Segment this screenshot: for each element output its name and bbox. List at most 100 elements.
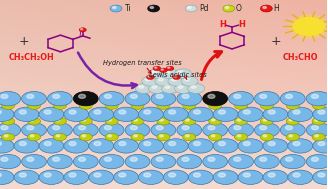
Circle shape [1,126,8,130]
Circle shape [260,157,267,161]
Circle shape [306,154,328,169]
Circle shape [108,135,112,137]
Circle shape [289,103,293,105]
Circle shape [0,107,14,122]
Text: O: O [236,4,242,13]
Circle shape [2,133,15,141]
Circle shape [288,170,313,184]
Circle shape [234,94,241,98]
Circle shape [183,102,196,109]
Circle shape [289,135,293,137]
Circle shape [48,91,72,106]
Circle shape [155,76,172,86]
Circle shape [53,133,67,141]
Circle shape [125,91,150,106]
Circle shape [174,69,192,79]
Text: +: + [271,35,281,48]
Circle shape [27,126,34,130]
Text: H: H [274,4,279,13]
Circle shape [39,107,64,122]
Circle shape [44,110,51,114]
Circle shape [0,173,1,177]
Circle shape [105,102,118,109]
FancyArrowPatch shape [201,52,221,80]
Circle shape [286,133,299,141]
Circle shape [152,71,157,74]
Circle shape [243,110,250,114]
Circle shape [209,133,222,141]
Text: CH₃CHO: CH₃CHO [283,53,318,62]
Circle shape [73,154,98,169]
Circle shape [144,173,151,177]
Circle shape [177,91,202,106]
Circle shape [306,91,328,106]
Circle shape [0,139,14,153]
Circle shape [138,170,163,184]
Circle shape [260,94,267,98]
Circle shape [30,135,34,137]
Circle shape [148,76,150,77]
Circle shape [53,117,67,125]
Circle shape [0,123,21,137]
Circle shape [182,126,189,130]
Circle shape [178,71,183,74]
Circle shape [243,173,250,177]
Circle shape [48,123,72,137]
Circle shape [14,107,39,122]
Circle shape [53,94,60,98]
Circle shape [4,135,8,137]
Circle shape [211,119,215,121]
Circle shape [178,86,183,88]
Circle shape [186,135,189,137]
Circle shape [130,94,137,98]
Circle shape [312,117,325,125]
Circle shape [286,117,299,125]
Circle shape [148,84,165,93]
FancyArrowPatch shape [78,53,137,88]
Circle shape [235,117,248,125]
Circle shape [105,117,118,125]
Circle shape [280,123,305,137]
Circle shape [263,6,266,9]
Circle shape [312,133,325,141]
Circle shape [255,123,279,137]
Circle shape [152,86,157,88]
Circle shape [203,154,228,169]
Circle shape [73,91,98,106]
Text: Lewis acidic sites: Lewis acidic sites [149,72,207,78]
Circle shape [0,91,21,106]
Circle shape [286,126,293,130]
Circle shape [79,94,86,98]
Circle shape [39,139,64,153]
Circle shape [166,66,174,71]
Circle shape [289,119,293,121]
Circle shape [138,107,163,122]
Circle shape [135,84,152,93]
Circle shape [0,170,14,184]
Circle shape [263,103,267,105]
Circle shape [260,133,274,141]
Circle shape [315,119,318,121]
Circle shape [161,69,163,70]
Circle shape [191,86,196,88]
Circle shape [157,102,170,109]
Circle shape [263,135,267,137]
Circle shape [151,123,176,137]
Circle shape [163,139,188,153]
Circle shape [186,119,189,121]
Circle shape [188,107,213,122]
Circle shape [30,103,34,105]
Circle shape [56,135,60,137]
Circle shape [156,157,163,161]
Circle shape [306,123,328,137]
Circle shape [185,78,189,81]
Circle shape [114,107,138,122]
Text: H: H [238,20,245,29]
Circle shape [0,110,1,114]
Circle shape [1,157,8,161]
Text: H: H [219,20,226,29]
Circle shape [145,78,150,81]
Circle shape [238,107,263,122]
Circle shape [22,154,47,169]
Circle shape [235,133,248,141]
